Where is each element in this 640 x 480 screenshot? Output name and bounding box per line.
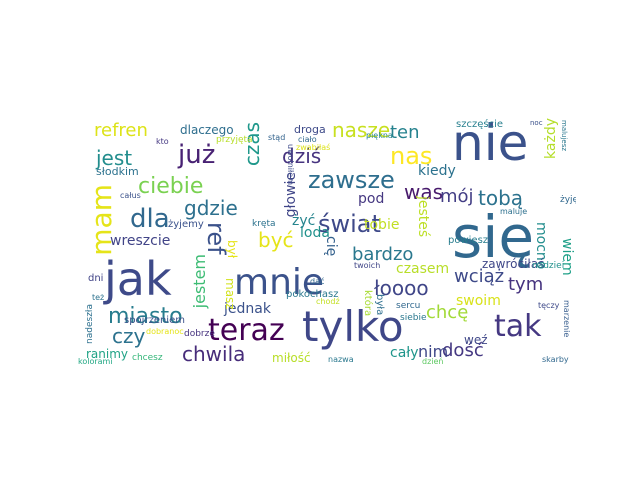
- word: była: [374, 294, 385, 316]
- word: nas: [390, 142, 433, 170]
- word: już: [178, 140, 216, 170]
- word: gdzie: [184, 196, 238, 220]
- word: cały: [390, 345, 419, 361]
- word: ref: [202, 222, 230, 255]
- word: żyć: [292, 213, 316, 229]
- word: jak: [104, 252, 172, 306]
- word: malujesz: [560, 120, 568, 152]
- word: zwabiłaś: [296, 143, 331, 152]
- word: loda: [300, 225, 330, 241]
- word: chcesz: [132, 353, 163, 363]
- word: szczęście: [456, 119, 503, 130]
- word: miłość: [272, 351, 311, 365]
- word: nazwa: [328, 355, 354, 364]
- word: nasze: [332, 118, 391, 142]
- word: chcę: [426, 302, 469, 323]
- word: powiesz: [448, 235, 489, 246]
- word: noc: [530, 119, 543, 127]
- word: jesteś: [415, 196, 431, 238]
- word: cię: [323, 236, 339, 257]
- word: twoich: [354, 261, 381, 270]
- word: maluje: [500, 207, 528, 216]
- word: też: [92, 293, 105, 302]
- word: stąd: [268, 133, 286, 142]
- word: siebie: [400, 313, 427, 323]
- word: słodkim: [96, 165, 139, 178]
- word-cloud: się nie jak tylko mnie tak teraz mam już…: [72, 108, 576, 372]
- word: wiem: [559, 238, 575, 276]
- word: dzień: [422, 357, 444, 366]
- word: żyję: [560, 195, 576, 205]
- word: ten: [390, 122, 420, 143]
- word: mój: [440, 186, 474, 207]
- word: tęczy: [538, 301, 560, 310]
- word: ciebie: [138, 174, 204, 199]
- word: masz: [223, 278, 237, 310]
- word: teraz: [208, 313, 285, 348]
- word: dać: [310, 277, 325, 286]
- word: kolorami: [78, 357, 113, 366]
- word: dni: [88, 273, 104, 284]
- word: kręta: [252, 219, 276, 229]
- word: tobie: [364, 217, 400, 233]
- word: która: [362, 290, 373, 317]
- word: nadziei: [532, 261, 565, 271]
- word: bardzo: [352, 244, 414, 265]
- word: refren: [94, 120, 148, 141]
- word: was: [404, 180, 444, 204]
- word: chwila: [182, 342, 246, 366]
- word: wciąż: [454, 266, 505, 287]
- word: czasem: [396, 261, 450, 277]
- word: kiedy: [418, 163, 456, 179]
- word: nadeszła: [85, 304, 95, 344]
- word: piękna: [366, 131, 393, 140]
- word: nim: [418, 342, 449, 361]
- word: pod: [358, 191, 385, 207]
- word: miasto: [108, 304, 183, 329]
- word: skarby: [542, 355, 569, 364]
- word: zawróciłaś: [482, 257, 545, 271]
- word: mocno: [533, 222, 549, 270]
- word: dla: [130, 204, 170, 234]
- word: nie: [452, 114, 529, 172]
- word: pokochasz: [286, 289, 339, 300]
- word: się: [452, 203, 535, 271]
- word: chodź: [316, 297, 340, 306]
- word: swoim: [456, 293, 501, 309]
- word: mnie: [234, 262, 325, 303]
- word: jest: [96, 146, 133, 170]
- word: przyjęta: [216, 135, 253, 145]
- word: uwolniłem: [286, 144, 295, 186]
- word: świat: [318, 210, 381, 238]
- word: łoooo: [374, 276, 429, 300]
- word: wreszcie: [110, 233, 171, 249]
- word: dobranoc: [146, 327, 184, 336]
- word: jestem: [190, 254, 209, 309]
- word: ranimy: [86, 347, 129, 361]
- word: każdy: [543, 118, 559, 159]
- word: był: [225, 240, 239, 259]
- word: czy: [112, 324, 146, 348]
- word: marzenie: [562, 300, 571, 338]
- word: ciało: [298, 135, 317, 144]
- word: zawsze: [308, 166, 395, 194]
- word: jednak: [224, 301, 271, 317]
- word: całus: [120, 191, 141, 200]
- word: spojrzeniem: [124, 315, 185, 326]
- word: być: [258, 228, 294, 252]
- word: weź: [464, 333, 488, 347]
- word: dziś: [282, 144, 322, 168]
- word: dlaczego: [180, 123, 234, 137]
- word: tak: [494, 309, 542, 344]
- word: dobrze: [184, 329, 215, 339]
- word: sercu: [396, 301, 421, 311]
- word: droga: [294, 123, 326, 136]
- word: żyjemy: [168, 219, 204, 230]
- word: dość: [442, 340, 484, 361]
- word: tobą: [478, 186, 524, 210]
- word: tylko: [302, 302, 404, 351]
- word: tym: [508, 274, 544, 295]
- word: kto: [156, 137, 169, 146]
